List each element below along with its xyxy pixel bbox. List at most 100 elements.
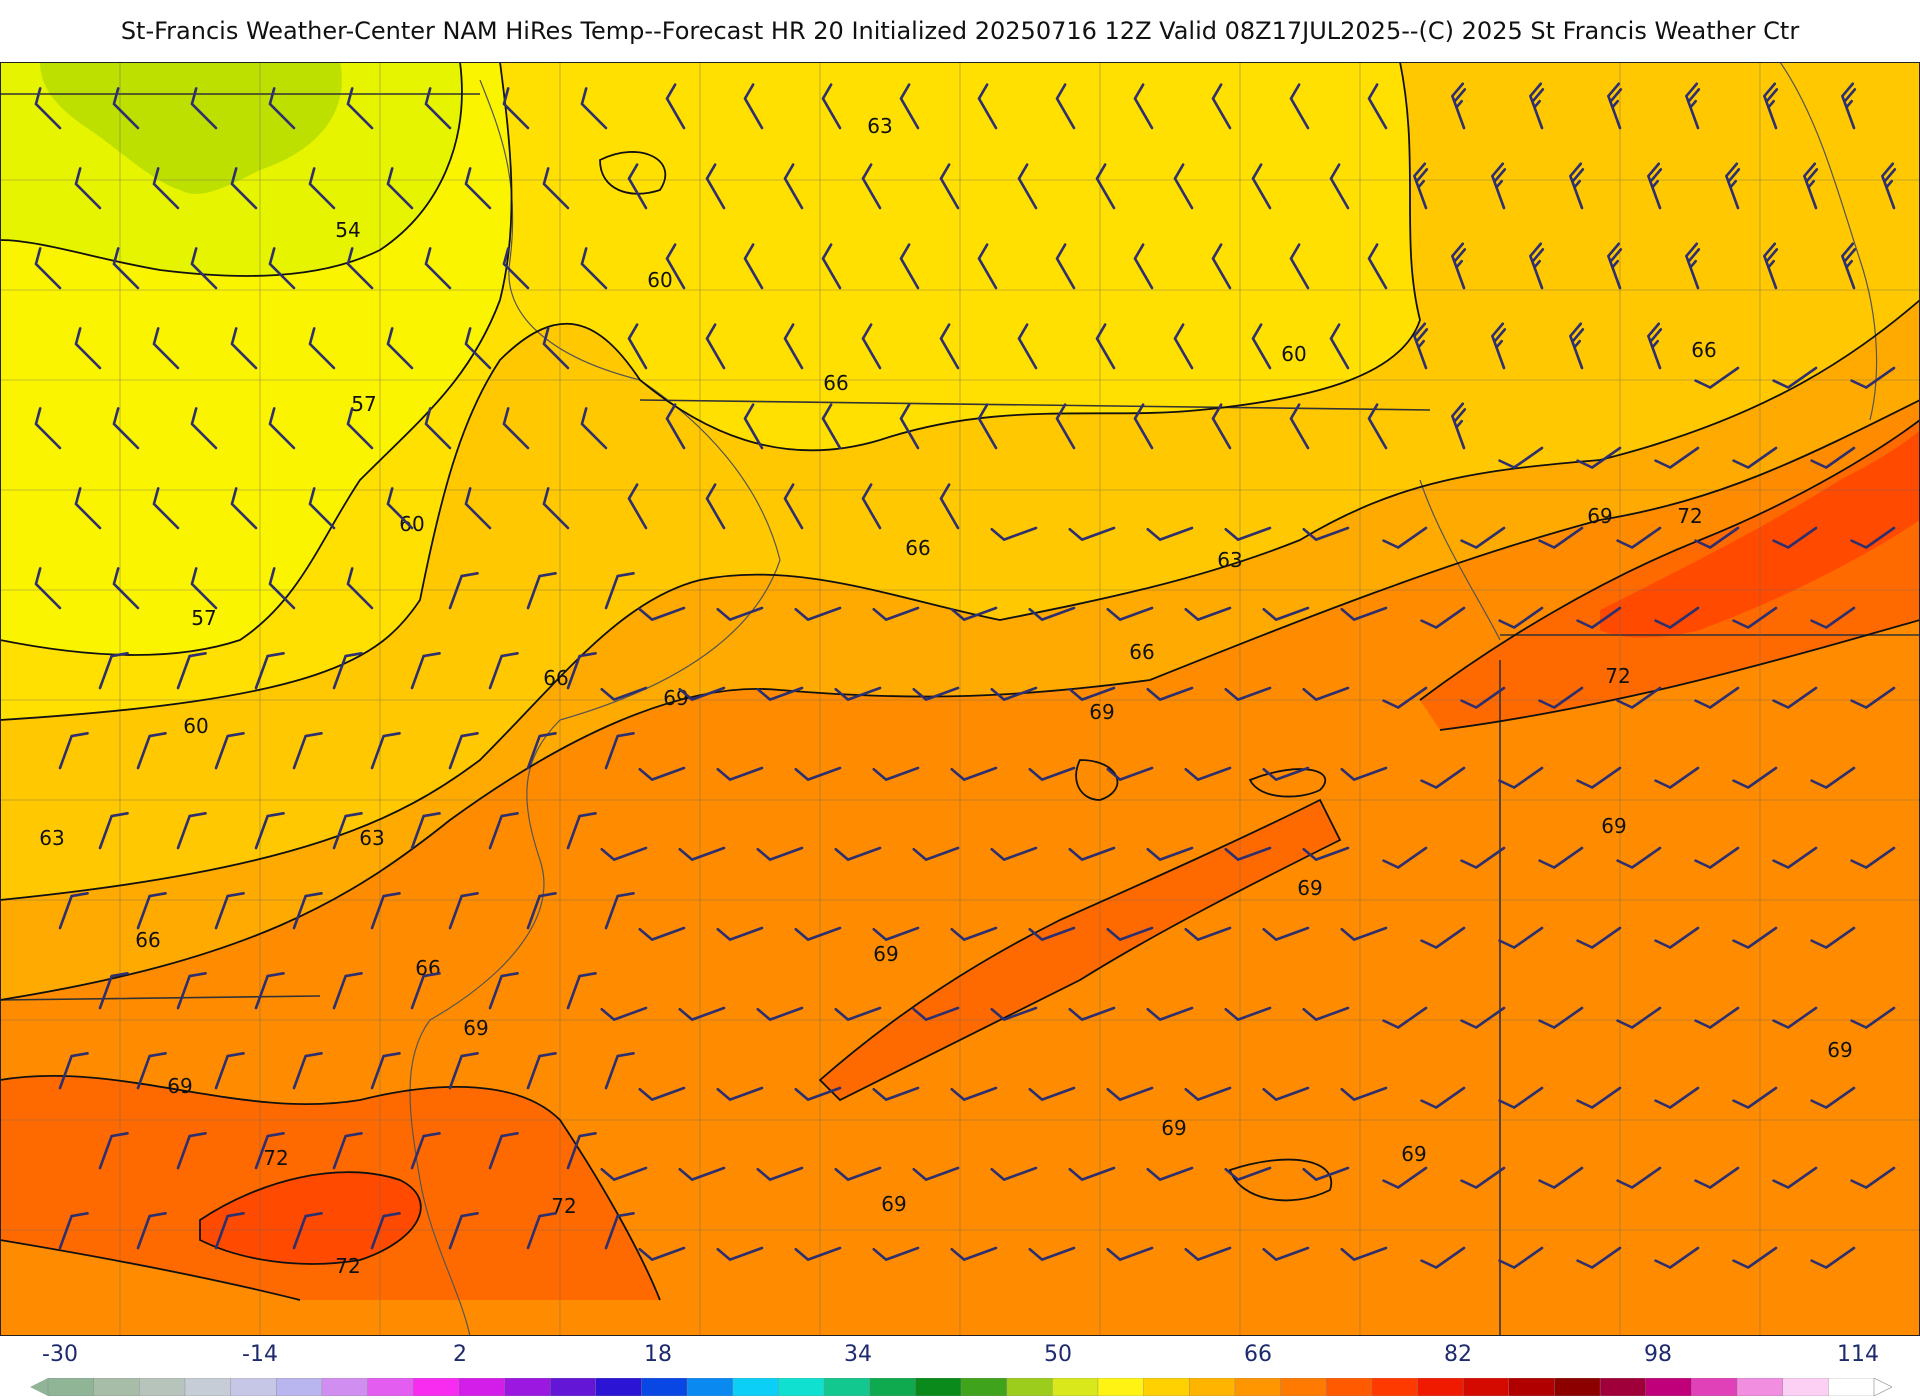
wind-barb xyxy=(488,812,519,850)
wind-barb xyxy=(1382,1006,1428,1029)
wind-barb xyxy=(1262,926,1310,941)
wind-barb xyxy=(1146,526,1194,541)
wind-barb xyxy=(638,606,686,621)
wind-barb xyxy=(502,247,530,290)
wind-barb xyxy=(58,732,89,770)
wind-barb xyxy=(542,327,570,370)
wind-barb xyxy=(743,243,764,290)
wind-barb xyxy=(1302,846,1350,861)
contour-label: 60 xyxy=(399,512,424,536)
wind-barb xyxy=(1810,766,1856,789)
wind-barb xyxy=(1413,162,1429,210)
contour-label: 72 xyxy=(335,1254,360,1278)
wind-barb xyxy=(1302,686,1350,701)
wind-barb xyxy=(1382,526,1428,549)
wind-barb xyxy=(176,812,207,850)
wind-barb xyxy=(600,1166,648,1181)
wind-barb xyxy=(705,323,726,370)
wind-barb xyxy=(939,323,960,370)
wind-barb xyxy=(58,1212,89,1250)
wind-barb xyxy=(268,87,296,130)
wind-barb xyxy=(542,487,570,530)
colorbar-swatch xyxy=(47,1378,95,1396)
wind-barb xyxy=(98,1132,129,1170)
wind-barb xyxy=(743,83,764,130)
colorbar-swatch xyxy=(1645,1378,1693,1396)
contour-label: 69 xyxy=(1297,876,1322,900)
wind-barb xyxy=(254,1132,285,1170)
wind-barb xyxy=(1732,606,1778,629)
wind-barb xyxy=(1184,926,1232,941)
wind-barb xyxy=(1732,926,1778,949)
colorbar-swatch xyxy=(1599,1378,1647,1396)
colorbar-tick-label: -30 xyxy=(42,1342,78,1367)
wind-barb xyxy=(346,247,374,290)
colorbar-swatch xyxy=(1508,1378,1556,1396)
wind-barb xyxy=(386,487,414,530)
wind-barb xyxy=(464,327,492,370)
map-title: St-Francis Weather-Center NAM HiRes Temp… xyxy=(120,17,1800,45)
wind-barb xyxy=(794,606,842,621)
wind-barb xyxy=(268,247,296,290)
wind-barb xyxy=(665,403,686,450)
wind-barb xyxy=(665,83,686,130)
wind-barb xyxy=(1841,82,1857,130)
wind-barb xyxy=(1340,606,1388,621)
wind-barb xyxy=(98,812,129,850)
wind-barb xyxy=(386,167,414,210)
wind-barb xyxy=(1068,526,1116,541)
wind-barb xyxy=(743,403,764,450)
wind-barb xyxy=(1340,766,1388,781)
wind-barb xyxy=(1616,1166,1662,1189)
contour-label: 72 xyxy=(1605,664,1630,688)
colorbar-swatch xyxy=(960,1378,1008,1396)
wind-barb xyxy=(1211,243,1232,290)
wind-barb xyxy=(1382,686,1428,709)
wind-barb xyxy=(1654,1086,1700,1109)
wind-barb xyxy=(112,567,140,610)
wind-barb xyxy=(1382,1166,1428,1189)
wind-barb xyxy=(678,686,726,701)
wind-barb xyxy=(332,972,363,1010)
wind-barb xyxy=(604,1212,635,1250)
wind-barb xyxy=(1850,846,1896,869)
wind-barb xyxy=(1028,1086,1076,1101)
wind-barb xyxy=(899,83,920,130)
contour-line xyxy=(0,1074,661,1301)
wind-barb xyxy=(1694,526,1740,549)
wind-barb xyxy=(1106,1086,1154,1101)
contour-label: 69 xyxy=(881,1192,906,1216)
wind-barb xyxy=(872,766,920,781)
wind-barb xyxy=(346,87,374,130)
wind-barb xyxy=(1607,242,1623,290)
wind-barb xyxy=(1772,526,1818,549)
wind-barb xyxy=(1251,323,1272,370)
wind-barb xyxy=(1173,323,1194,370)
wind-barb xyxy=(1460,686,1506,709)
wind-barb xyxy=(1106,766,1154,781)
wind-barb xyxy=(1772,846,1818,869)
wind-barb xyxy=(1055,83,1076,130)
contour-label: 69 xyxy=(463,1016,488,1040)
wind-barb xyxy=(1694,846,1740,869)
colorbar-swatch xyxy=(1097,1378,1145,1396)
wind-barb xyxy=(1224,846,1272,861)
wind-barb xyxy=(1055,243,1076,290)
wind-barb xyxy=(627,323,648,370)
wind-barb xyxy=(1616,1006,1662,1029)
colorbar-swatch xyxy=(732,1378,780,1396)
wind-barb xyxy=(370,732,401,770)
wind-barb xyxy=(448,1212,479,1250)
colorbar-tick-label: 34 xyxy=(844,1342,872,1367)
wind-barb xyxy=(292,892,323,930)
wind-barb xyxy=(1173,163,1194,210)
wind-barb xyxy=(386,327,414,370)
wind-barb xyxy=(1146,1006,1194,1021)
wind-barbs xyxy=(34,82,1897,1269)
wind-barb xyxy=(1772,686,1818,709)
wind-barb xyxy=(1451,402,1467,450)
wind-barb xyxy=(821,243,842,290)
wind-barb xyxy=(58,892,89,930)
wind-barb xyxy=(526,892,557,930)
contour-line xyxy=(1228,1158,1333,1202)
